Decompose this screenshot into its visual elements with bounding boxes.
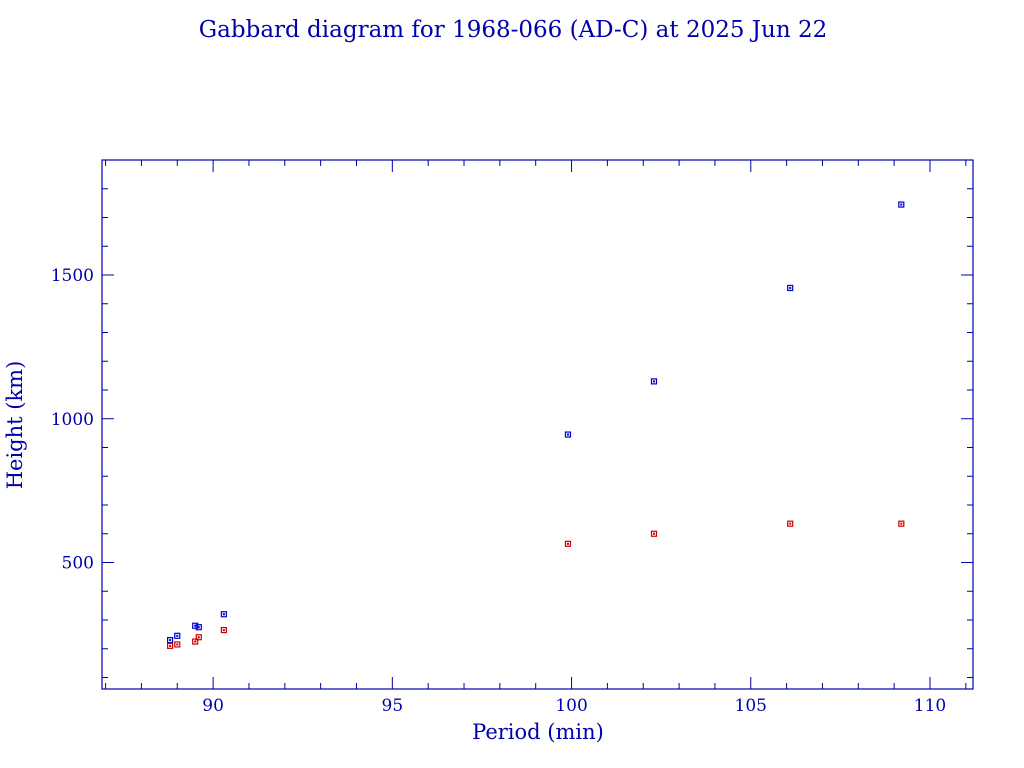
apogee-point bbox=[220, 611, 227, 618]
y-tick-label: 1000 bbox=[51, 410, 94, 430]
perigee-point bbox=[220, 626, 227, 634]
perigee-point bbox=[167, 642, 174, 649]
apogee-point bbox=[787, 284, 794, 292]
apogee-point bbox=[192, 622, 199, 629]
data-points bbox=[167, 201, 905, 649]
x-tick-label: 105 bbox=[735, 696, 767, 716]
apogee-point bbox=[650, 378, 658, 385]
x-tick-label: 90 bbox=[202, 696, 224, 716]
plot-frame bbox=[101, 159, 974, 690]
x-tick-label: 100 bbox=[555, 696, 587, 716]
x-tick-label: 95 bbox=[382, 696, 404, 716]
apogee-point bbox=[174, 632, 181, 639]
y-axis-label: Height (km) bbox=[3, 361, 27, 490]
tick-marks bbox=[102, 159, 973, 689]
y-tick-label: 1500 bbox=[51, 266, 94, 286]
apogee-point bbox=[167, 637, 174, 644]
perigee-point bbox=[564, 540, 572, 547]
perigee-point bbox=[174, 641, 181, 648]
x-axis-label: Period (min) bbox=[472, 720, 604, 744]
perigee-point bbox=[650, 530, 658, 537]
tick-labels: 90 95 100 105 110 500 1000 1500 bbox=[51, 266, 946, 716]
perigee-point bbox=[192, 638, 199, 645]
x-tick-label: 110 bbox=[914, 696, 946, 716]
apogee-point bbox=[564, 431, 572, 438]
chart-title: Gabbard diagram for 1968-066 (AD-C) at 2… bbox=[199, 17, 827, 43]
y-tick-label: 500 bbox=[62, 554, 94, 574]
apogee-point bbox=[898, 201, 905, 208]
perigee-point bbox=[787, 520, 794, 527]
perigee-point bbox=[898, 520, 905, 527]
perigee-point bbox=[195, 634, 202, 641]
apogee-point bbox=[195, 624, 202, 631]
